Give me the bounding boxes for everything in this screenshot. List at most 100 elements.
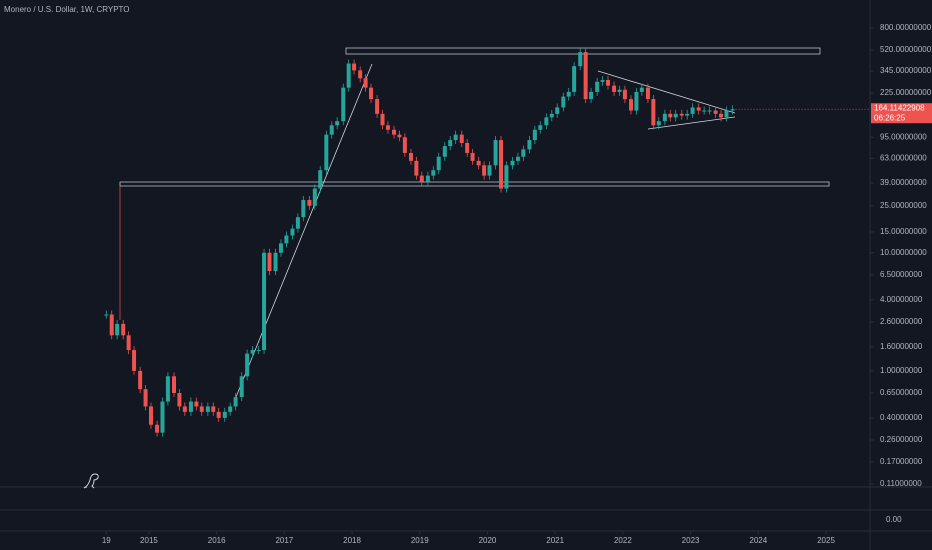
candle [431, 170, 436, 176]
candle [707, 110, 712, 112]
candle [679, 113, 684, 116]
candle [656, 121, 661, 126]
candle [155, 424, 160, 433]
candle [527, 140, 532, 150]
y-tick-label: 0.40000000 [880, 413, 923, 422]
candle [250, 350, 255, 354]
y-tick-label: 800.00000000 [880, 23, 932, 32]
candle [612, 85, 617, 92]
y-tick-label: 0.65000000 [880, 388, 923, 397]
candle [561, 96, 566, 108]
candle [172, 376, 176, 393]
candle [380, 113, 385, 126]
x-tick-label: 2025 [817, 536, 835, 545]
candle [284, 235, 289, 244]
candle [358, 70, 363, 79]
candle [267, 252, 272, 272]
candle [205, 406, 210, 412]
candle [487, 165, 492, 176]
candle [182, 406, 187, 412]
candle [211, 406, 216, 412]
candle [160, 401, 165, 433]
candle [453, 134, 458, 141]
candle [165, 376, 170, 402]
y-tick-label: 1.00000000 [880, 366, 923, 375]
y-tick-label: 95.00000000 [880, 132, 927, 141]
candle [397, 134, 402, 138]
candle [713, 110, 718, 114]
candle [605, 80, 610, 86]
candle [385, 125, 390, 130]
candle [121, 323, 126, 336]
candle [115, 323, 120, 336]
candle [245, 353, 250, 377]
candle [690, 107, 695, 114]
candle [414, 160, 419, 176]
x-tick-label: 2017 [275, 536, 293, 545]
candle [673, 113, 678, 118]
y-tick-label: 0.17000000 [880, 457, 923, 466]
candle [668, 113, 673, 118]
lower-pane-label: 0.00 [886, 515, 902, 524]
candle [363, 78, 368, 88]
candle [132, 350, 137, 371]
candle [622, 89, 627, 100]
candle [194, 401, 199, 407]
candle [329, 125, 334, 135]
last-price-tag [871, 103, 932, 124]
candle [459, 134, 464, 143]
candle [504, 165, 509, 189]
last-price-box: 164.11422908 06:26:25 [871, 103, 932, 124]
candle [436, 156, 441, 171]
x-tick-label: 19 [102, 536, 111, 545]
candle [651, 99, 656, 126]
y-tick-label: 10.00000000 [880, 248, 927, 257]
y-tick-label: 15.00000000 [880, 227, 927, 236]
candle [617, 89, 622, 92]
y-tick-label: 6.50000000 [880, 270, 923, 279]
candle [600, 80, 605, 82]
candle [318, 170, 323, 189]
candle [295, 217, 300, 229]
candle [583, 52, 588, 100]
candle [685, 113, 690, 116]
candle [408, 152, 413, 161]
candle [595, 81, 600, 92]
candle [662, 113, 667, 122]
candle [307, 199, 312, 206]
candle [639, 87, 644, 92]
candle [521, 149, 526, 157]
candle [696, 107, 701, 111]
triangle-upper [597, 70, 736, 114]
candle [324, 134, 329, 171]
candle [216, 411, 221, 418]
candle [465, 142, 470, 153]
support-zone [119, 181, 830, 187]
candle [549, 113, 554, 118]
y-tick-label: 520.00000000 [880, 45, 932, 54]
candle [290, 228, 295, 236]
candle [578, 52, 583, 67]
y-tick-label: 0.11000000 [880, 479, 922, 488]
last-price-label: 164.11422908 [874, 103, 925, 112]
candle [402, 137, 407, 153]
candle [589, 91, 594, 100]
candle [346, 63, 351, 88]
candle [724, 110, 729, 118]
candle [301, 199, 306, 218]
y-tick-label: 25.00000000 [880, 201, 927, 210]
candle [369, 87, 374, 100]
candle [572, 66, 577, 92]
x-tick-label: 2015 [140, 536, 158, 545]
y-tick-label: 0.26000000 [880, 435, 923, 444]
x-tick-label: 2018 [343, 536, 361, 545]
candle [312, 188, 317, 206]
x-tick-label: 2016 [208, 536, 226, 545]
candle [222, 411, 227, 418]
candle [719, 113, 724, 118]
candle [493, 140, 498, 166]
candle [239, 376, 244, 398]
candle [256, 350, 261, 352]
candle [566, 91, 571, 97]
candle [515, 156, 520, 161]
